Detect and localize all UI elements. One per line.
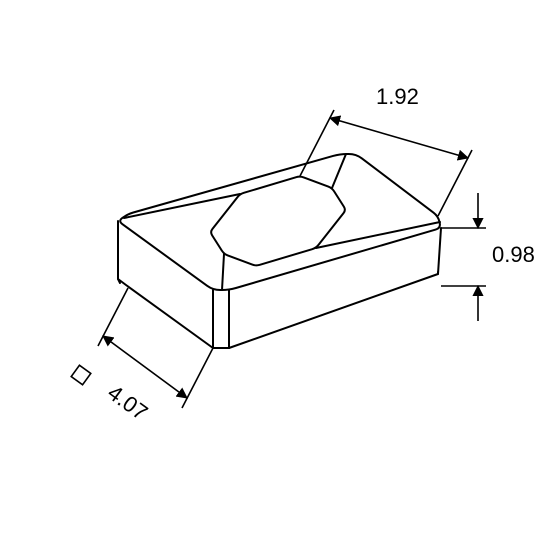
dimension-value: 4.07 bbox=[103, 380, 152, 425]
dim-top-width bbox=[330, 118, 468, 158]
part bbox=[118, 154, 441, 348]
technical-drawing: 1.92 0.98 4.07 bbox=[0, 0, 560, 560]
square-symbol-icon bbox=[71, 365, 91, 385]
dimension-value: 1.92 bbox=[376, 84, 419, 109]
top-plate-outline bbox=[120, 154, 440, 290]
dimension-value: 0.98 bbox=[492, 242, 535, 267]
